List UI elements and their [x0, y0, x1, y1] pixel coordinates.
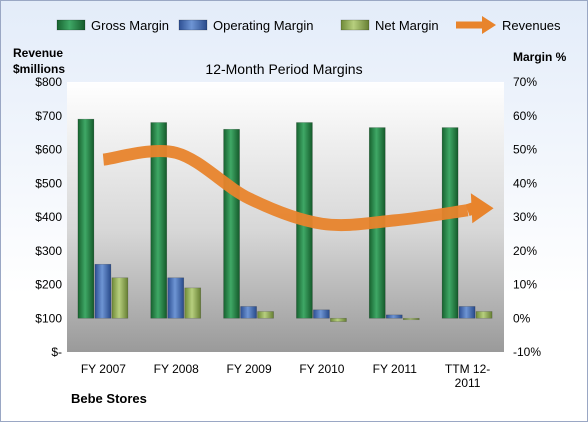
y-left-tick-label: $200 — [35, 278, 62, 292]
operating-margin-bar — [385, 314, 403, 319]
net-margin-bar — [330, 317, 347, 322]
x-tick-label: FY 2008 — [154, 362, 199, 376]
legend-swatch-1 — [178, 19, 208, 31]
y-left-tick-label: $500 — [35, 176, 62, 190]
bars — [77, 118, 493, 322]
x-tick-label: 2011 — [455, 376, 481, 390]
y-right-tick-label: 50% — [513, 143, 537, 157]
operating-margin-bar — [167, 277, 185, 319]
legend-label: Gross Margin — [91, 18, 169, 33]
y-right-label: Margin % — [513, 50, 567, 64]
operating-margin-bar — [458, 306, 476, 319]
x-tick-label: FY 2011 — [373, 362, 418, 376]
y-left-tick-label: $- — [51, 345, 62, 359]
operating-margin-bar — [240, 306, 257, 319]
y-left-axis: $- $100 $200 $300 $400 $500 $600 $700 $800 — [35, 75, 62, 359]
legend: Gross Margin Operating Margin Net Margin Re… — [56, 16, 561, 34]
gross-margin-bar — [223, 128, 240, 319]
y-right-tick-label: 0% — [513, 311, 531, 325]
operating-margin-bar — [313, 309, 330, 319]
x-tick-label: FY 2007 — [81, 362, 126, 376]
net-margin-bar — [257, 311, 274, 319]
x-tick-label: TTM 12- — [445, 362, 490, 376]
revenues-arrowhead — [470, 193, 494, 224]
legend-swatch-0 — [56, 19, 86, 31]
net-margin-bar — [184, 287, 202, 319]
y-right-tick-label: 30% — [513, 210, 537, 224]
net-margin-bar — [475, 311, 493, 319]
company-label: Bebe Stores — [71, 391, 147, 406]
net-margin-bar — [402, 317, 420, 321]
y-left-tick-label: $600 — [35, 143, 62, 157]
gross-margin-bar — [77, 118, 95, 319]
revenues-line — [102, 144, 469, 232]
gross-margin-bar — [441, 127, 459, 319]
gross-margin-bar — [150, 122, 168, 319]
y-right-tick-label: 40% — [513, 176, 537, 190]
legend-label: Net Margin — [375, 18, 439, 33]
net-margin-bar — [111, 277, 129, 319]
y-right-tick-label: 20% — [513, 244, 537, 258]
y-left-tick-label: $300 — [35, 244, 62, 258]
y-left-tick-label: $800 — [35, 75, 62, 89]
x-tick-label: FY 2010 — [299, 362, 344, 376]
y-right-axis: -10% 0% 10% 20% 30% 40% 50% 60% 70% — [513, 75, 541, 359]
legend-label: Operating Margin — [213, 18, 313, 33]
y-right-tick-label: 70% — [513, 75, 537, 89]
legend-label: Revenues — [502, 18, 561, 33]
y-left-tick-label: $700 — [35, 109, 62, 123]
revenue-series — [102, 144, 494, 232]
y-left-tick-label: $400 — [35, 210, 62, 224]
x-axis: FY 2007 FY 2008 FY 2009 FY 2010 FY 2011 TTM 1… — [81, 362, 490, 390]
operating-margin-bar — [94, 263, 112, 319]
legend-swatch-2 — [340, 19, 370, 31]
x-tick-label: FY 2009 — [227, 362, 272, 376]
y-right-tick-label: 60% — [513, 109, 537, 123]
chart-title: 12-Month Period Margins — [205, 61, 362, 77]
y-left-label-line1: Revenue — [13, 46, 63, 60]
y-right-tick-label: 10% — [513, 278, 537, 292]
revenues-line-tail — [465, 202, 476, 216]
y-right-tick-label: -10% — [513, 345, 541, 359]
legend-revenues-arrow — [482, 16, 496, 34]
y-left-label-line2: $millions — [13, 62, 65, 76]
y-left-tick-label: $100 — [35, 311, 62, 325]
